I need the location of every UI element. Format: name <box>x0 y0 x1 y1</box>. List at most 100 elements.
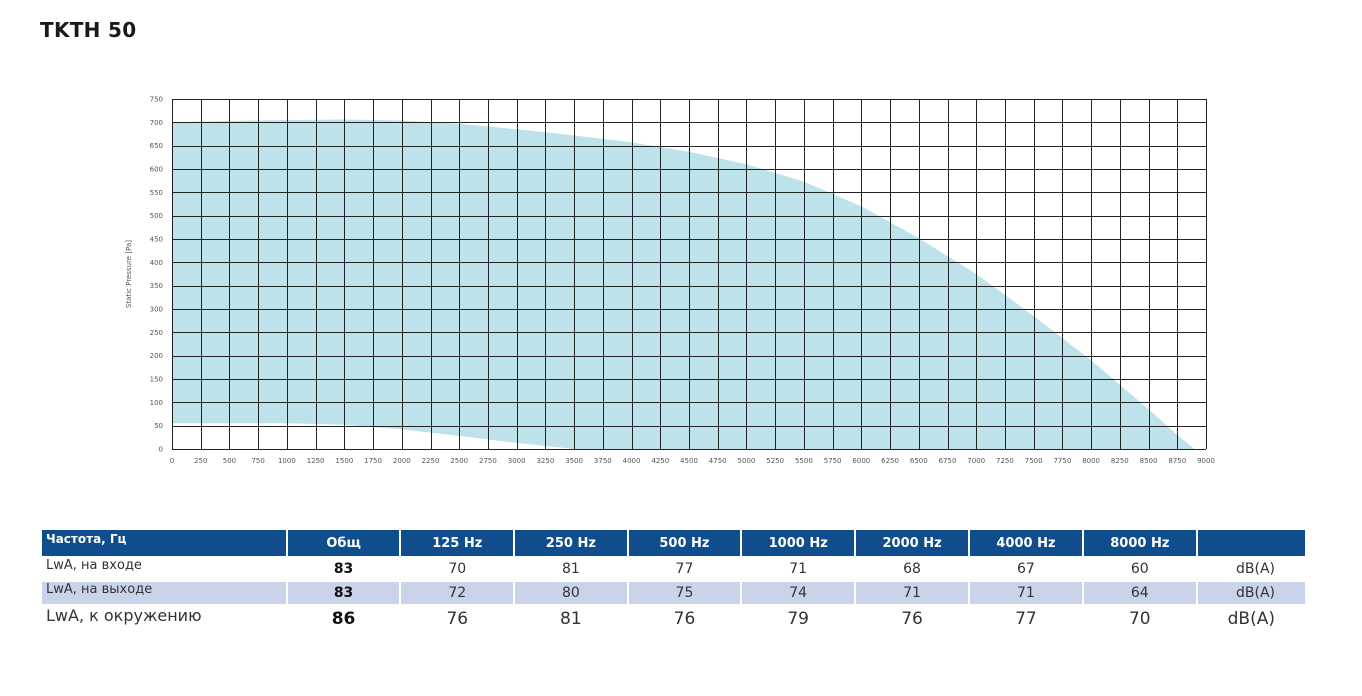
x-tick-label: 7500 <box>1025 457 1043 465</box>
chart-grid-layer <box>172 99 1207 450</box>
y-tick-label: 450 <box>150 236 163 244</box>
header-band-500: 500 Hz <box>628 530 741 556</box>
x-tick-label: 5000 <box>738 457 756 465</box>
x-tick-label: 2250 <box>422 457 440 465</box>
band-value: 67 <box>1017 561 1035 577</box>
x-tick-label: 5250 <box>766 457 784 465</box>
table-row-surroundings: LwA, к окружению 86 76 81 76 79 76 77 70… <box>42 606 1305 632</box>
x-tick-label: 6500 <box>910 457 928 465</box>
x-tick-label: 8250 <box>1111 457 1129 465</box>
band-value: 60 <box>1130 561 1149 577</box>
y-tick-label: 400 <box>150 259 163 267</box>
header-unit <box>1197 530 1305 556</box>
header-band-250: 250 Hz <box>515 530 627 556</box>
y-tick-label: 700 <box>150 119 163 127</box>
x-tick-label: 500 <box>223 457 236 465</box>
unit-value: dB(A) <box>1236 561 1275 577</box>
band-value: 76 <box>673 609 696 629</box>
row-label: LwA, к окружению <box>46 606 202 625</box>
band-value: 74 <box>742 582 855 604</box>
band-value: 72 <box>401 582 514 604</box>
header-band-4000: 4000 Hz <box>970 530 1082 556</box>
band-value: 76 <box>901 609 923 629</box>
header-band-8000: 8000 Hz <box>1083 530 1196 556</box>
table-row-inlet: LwA, на входе 83 70 81 77 71 68 67 60 dB… <box>42 558 1305 580</box>
band-value: 71 <box>789 561 808 577</box>
header-frequency: Частота, Гц <box>42 530 286 556</box>
x-tick-label: 8750 <box>1168 457 1186 465</box>
band-value: 75 <box>628 582 741 604</box>
total-value: 86 <box>331 609 356 629</box>
band-value: 70 <box>448 561 467 577</box>
x-tick-label: 1000 <box>278 457 296 465</box>
band-value: 68 <box>903 561 921 577</box>
x-tick-label: 3000 <box>508 457 526 465</box>
y-tick-label: 250 <box>150 329 163 337</box>
table-row-outlet: LwA, на выходе 83 72 80 75 74 71 71 64 d… <box>42 582 1305 604</box>
band-value: 77 <box>675 561 694 577</box>
x-tick-label: 6000 <box>852 457 870 465</box>
x-tick-label: 5500 <box>795 457 813 465</box>
y-tick-label: 0 <box>159 446 163 454</box>
row-label: LwA, на входе <box>46 558 142 573</box>
x-tick-label: 7750 <box>1053 457 1071 465</box>
y-tick-label: 650 <box>150 142 163 150</box>
sound-power-table: Частота, Гц Общ 125 Hz 250 Hz 500 Hz 100… <box>40 528 1307 634</box>
x-tick-label: 250 <box>194 457 207 465</box>
band-value: 80 <box>515 582 627 604</box>
x-tick-label: 4000 <box>623 457 641 465</box>
x-tick-label: 4750 <box>709 457 727 465</box>
total-value: 83 <box>333 561 354 577</box>
band-value: 77 <box>1015 609 1037 629</box>
y-axis-label: Static Pressure [Pa] <box>125 240 133 308</box>
y-tick-label: 200 <box>150 352 163 360</box>
band-value: 79 <box>787 609 809 629</box>
band-value: 71 <box>856 582 968 604</box>
table-header-row: Частота, Гц Общ 125 Hz 250 Hz 500 Hz 100… <box>42 530 1305 556</box>
fan-curve-chart: 0 250 500 750 1000 1250 1500 1750 2000 2250 2500 27… <box>125 96 1215 466</box>
header-band-2000: 2000 Hz <box>856 530 968 556</box>
band-value: 70 <box>1128 609 1151 629</box>
x-tick-label: 8500 <box>1140 457 1158 465</box>
chart-tick-layer: 0 250 500 750 1000 1250 1500 1750 2000 2250 2500 27… <box>150 96 1215 466</box>
x-tick-label: 2750 <box>479 457 497 465</box>
operating-envelope-area <box>172 119 1195 449</box>
x-tick-label: 1250 <box>307 457 325 465</box>
x-tick-label: 7250 <box>996 457 1014 465</box>
y-tick-label: 600 <box>150 166 163 174</box>
x-tick-label: 8000 <box>1082 457 1100 465</box>
band-value: 76 <box>446 609 469 629</box>
unit-value: dB(A) <box>1197 582 1305 604</box>
x-tick-label: 4250 <box>651 457 669 465</box>
page-title: TKTH 50 <box>40 18 137 42</box>
band-value: 81 <box>560 609 582 629</box>
y-tick-label: 750 <box>150 96 163 104</box>
x-tick-label: 1750 <box>364 457 382 465</box>
x-tick-label: 2500 <box>450 457 468 465</box>
y-tick-label: 550 <box>150 189 163 197</box>
x-tick-label: 3250 <box>536 457 554 465</box>
x-tick-label: 1500 <box>335 457 353 465</box>
y-tick-label: 50 <box>154 422 163 430</box>
band-value: 64 <box>1083 582 1196 604</box>
x-tick-label: 4500 <box>680 457 698 465</box>
x-tick-label: 6250 <box>881 457 899 465</box>
x-tick-label: 2000 <box>393 457 411 465</box>
x-tick-label: 6750 <box>939 457 957 465</box>
band-value: 81 <box>561 561 580 577</box>
header-band-125: 125 Hz <box>401 530 514 556</box>
x-tick-label: 5750 <box>824 457 842 465</box>
x-tick-label: 9000 <box>1197 457 1215 465</box>
x-tick-label: 3500 <box>565 457 583 465</box>
total-value: 83 <box>287 582 400 604</box>
y-tick-label: 150 <box>150 376 163 384</box>
y-tick-label: 350 <box>150 282 163 290</box>
y-tick-label: 300 <box>150 306 163 314</box>
x-tick-label: 0 <box>170 457 174 465</box>
band-value: 71 <box>970 582 1082 604</box>
chart-area-layer <box>172 119 1195 449</box>
row-label: LwA, на выходе <box>42 582 286 604</box>
unit-value: dB(A) <box>1227 609 1275 629</box>
header-total: Общ <box>287 530 400 556</box>
x-tick-label: 750 <box>251 457 264 465</box>
